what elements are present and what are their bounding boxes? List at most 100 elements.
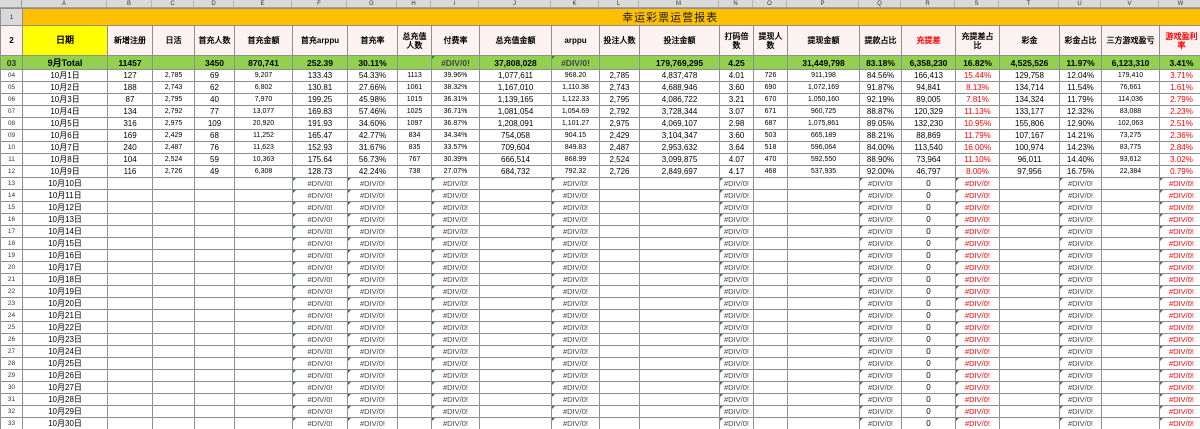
column-letter-V[interactable]: V [1101,0,1159,7]
cell-empty[interactable] [787,249,860,262]
cell-首充金额[interactable]: 20,920 [234,117,293,130]
cell-zero[interactable]: 0 [901,285,956,298]
cell-新增注册[interactable]: 104 [107,153,153,166]
cell-充提差占比[interactable]: 11.13% [955,105,1000,118]
cell-empty[interactable] [234,201,293,214]
cell-empty[interactable] [599,213,640,226]
cell-empty[interactable] [107,201,153,214]
cell-arppu[interactable]: 1,101.27 [551,117,600,130]
cell-date[interactable]: 10月17日 [22,261,108,274]
cell-empty[interactable] [152,345,195,358]
cell-充提差占比[interactable]: 8.00% [955,165,1000,178]
cell-投注人数[interactable]: 2,487 [599,141,640,154]
cell-充提差占比[interactable]: 11.10% [955,153,1000,166]
cell-empty[interactable] [479,297,552,310]
cell-付费率[interactable]: 39.96% [431,69,480,82]
cell-empty[interactable] [194,381,235,394]
cell-提款占比[interactable]: 92.19% [859,93,902,106]
cell-error[interactable]: #DIV/0! [1059,189,1102,202]
cell-date[interactable]: 10月29日 [22,405,108,418]
cell-付费率[interactable]: 36.87% [431,117,480,130]
cell-arppu[interactable]: 1,110.38 [551,81,600,94]
cell-empty[interactable] [107,393,153,406]
cell-首充率[interactable]: 54.33% [347,69,398,82]
cell-empty[interactable] [107,285,153,298]
cell-error[interactable]: #DIV/0! [859,297,902,310]
cell-empty[interactable] [787,177,860,190]
cell-error[interactable]: #DIV/0! [1059,357,1102,370]
cell-empty[interactable] [753,381,788,394]
cell-error[interactable]: #DIV/0! [431,405,480,418]
cell-empty[interactable] [234,285,293,298]
cell-游戏盈利率[interactable]: 3.02% [1159,153,1200,166]
table-row[interactable]: 30 10月27日 #DIV/0! #DIV/0! #DIV/0! #DIV/0! #DIV… [0,381,1200,394]
cell-empty[interactable] [194,177,235,190]
cell-error[interactable]: #DIV/0! [955,201,1000,214]
row-number-27[interactable]: 27 [0,345,23,358]
cell-empty[interactable] [787,261,860,274]
cell-首充arppu[interactable]: 191.93 [292,117,348,130]
cell-付费率[interactable]: 34.34% [431,129,480,142]
cell-error[interactable]: #DIV/0! [347,321,398,334]
cell-投注金额[interactable]: 4,837,478 [639,69,720,82]
row-number-31[interactable]: 31 [0,393,23,406]
cell-empty[interactable] [194,417,235,429]
cell-empty[interactable] [999,249,1060,262]
cell-empty[interactable] [639,345,720,358]
cell-empty[interactable] [194,369,235,382]
cell-empty[interactable] [753,213,788,226]
cell-empty[interactable] [152,369,195,382]
cell-arppu[interactable]: 849.83 [551,141,600,154]
cell-empty[interactable] [787,345,860,358]
row-number-25[interactable]: 25 [0,321,23,334]
cell-date[interactable]: 10月28日 [22,393,108,406]
cell-empty[interactable] [753,237,788,250]
cell-empty[interactable] [1101,261,1160,274]
cell-error[interactable]: #DIV/0! [859,225,902,238]
cell-总充值金额[interactable]: 1,077,611 [479,69,552,82]
cell-error[interactable]: #DIV/0! [1059,345,1102,358]
cell-empty[interactable] [753,285,788,298]
cell-首充率[interactable]: 57.46% [347,105,398,118]
cell-empty[interactable] [234,405,293,418]
cell-empty[interactable] [999,285,1060,298]
cell-empty[interactable] [753,309,788,322]
cell-error[interactable]: #DIV/0! [292,189,348,202]
cell-日活[interactable]: 2,487 [152,141,195,154]
cell-error[interactable]: #DIV/0! [1159,333,1200,346]
cell-error[interactable]: #DIV/0! [1159,249,1200,262]
cell-error[interactable]: #DIV/0! [1059,321,1102,334]
cell-empty[interactable] [234,417,293,429]
cell-error[interactable]: #DIV/0! [719,213,754,226]
column-letter-A[interactable]: A [22,0,107,7]
cell-error[interactable]: #DIV/0! [1059,309,1102,322]
cell-error[interactable]: #DIV/0! [292,285,348,298]
cell-打码倍数[interactable]: 4.01 [719,69,754,82]
cell-error[interactable]: #DIV/0! [719,189,754,202]
cell-zero[interactable]: 0 [901,321,956,334]
cell-游戏盈利率[interactable]: 1.61% [1159,81,1200,94]
cell-empty[interactable] [479,225,552,238]
cell-error[interactable]: #DIV/0! [1159,225,1200,238]
cell-error[interactable]: #DIV/0! [551,393,600,406]
cell-提款占比[interactable]: 91.87% [859,81,902,94]
cell-error[interactable]: #DIV/0! [859,321,902,334]
table-row[interactable]: 33 10月30日 #DIV/0! #DIV/0! #DIV/0! #DIV/0! #DIV… [0,417,1200,429]
cell-error[interactable]: #DIV/0! [719,177,754,190]
cell-error[interactable]: #DIV/0! [859,381,902,394]
cell-总充值金额[interactable]: 1,139,165 [479,93,552,106]
cell-empty[interactable] [639,201,720,214]
cell-empty[interactable] [194,201,235,214]
cell-error[interactable]: #DIV/0! [1059,177,1102,190]
cell-date[interactable]: 10月7日 [22,141,108,154]
cell-empty[interactable] [1101,285,1160,298]
cell-提现人数[interactable]: 503 [753,129,788,142]
cell-empty[interactable] [999,381,1060,394]
cell-zero[interactable]: 0 [901,189,956,202]
cell-zero[interactable]: 0 [901,201,956,214]
column-letter-E[interactable]: E [234,0,292,7]
cell-首充人数[interactable]: 68 [194,129,235,142]
cell-date[interactable]: 10月26日 [22,369,108,382]
row-number-23[interactable]: 23 [0,297,23,310]
cell-彩金[interactable]: 133,177 [999,105,1060,118]
